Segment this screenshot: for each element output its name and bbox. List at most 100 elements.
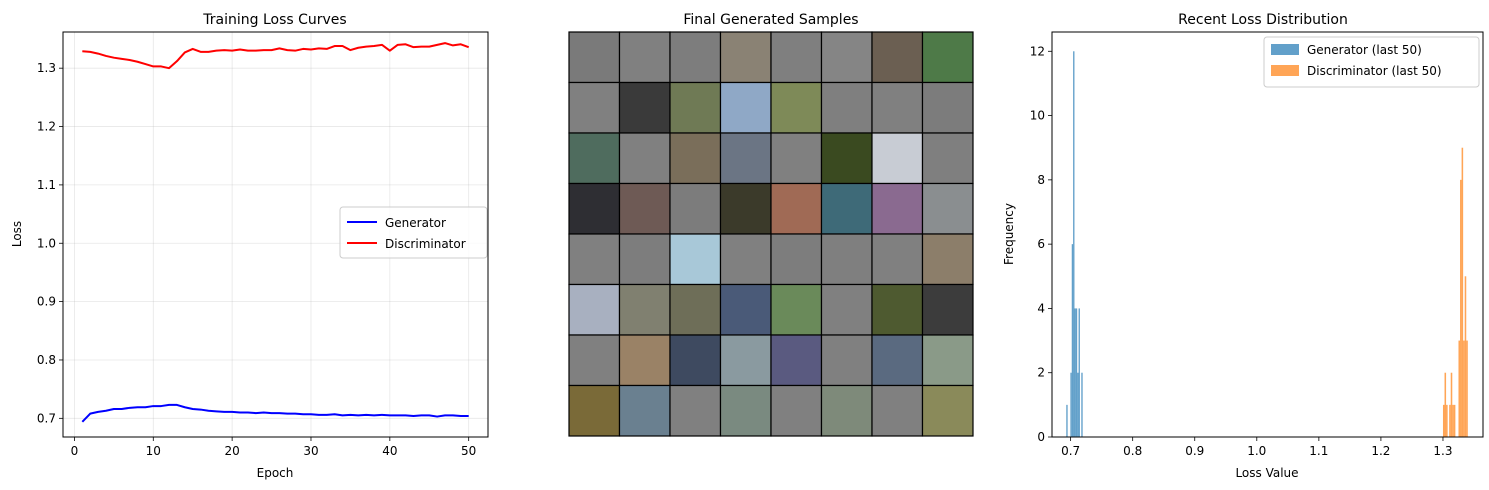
- sample-tile: [820, 233, 873, 286]
- sample-tile: [669, 132, 722, 185]
- sample-tile: [921, 182, 974, 235]
- legend-label-discriminator: Discriminator: [385, 237, 466, 251]
- samples-title: Final Generated Samples: [683, 12, 858, 28]
- sample-tile: [770, 384, 823, 437]
- generator-bar: [1078, 308, 1080, 437]
- y-axis-label: Loss: [10, 221, 24, 247]
- legend-swatch-generator: [1271, 44, 1299, 55]
- sample-tile: [568, 81, 621, 134]
- y-tick-label: 0: [1037, 430, 1045, 444]
- sample-tile: [871, 132, 924, 185]
- y-tick-label: 1.2: [37, 120, 56, 134]
- training-loss-chart: Training Loss Curves 0 10 20 30 40 50 0.7 0.8 0.…: [10, 12, 489, 480]
- y-tick-label: 1.1: [37, 178, 56, 192]
- sample-tile: [719, 334, 772, 387]
- sample-tile: [921, 334, 974, 387]
- discriminator-bar: [1444, 372, 1447, 437]
- discriminator-bar: [1460, 179, 1462, 437]
- x-tick-label: 50: [461, 444, 476, 458]
- x-tick-label: 1.3: [1433, 444, 1452, 458]
- sample-tile: [618, 233, 671, 286]
- y-tick-label: 0.9: [37, 295, 56, 309]
- generator-bar: [1081, 372, 1083, 437]
- x-tick-label: 0.9: [1185, 444, 1204, 458]
- tick-labels: 0 10 20 30 40 50 0.7 0.8 0.9 1.0 1.1 1.2 1.3: [37, 61, 476, 458]
- sample-tile: [568, 233, 621, 286]
- x-tick-label: 1.1: [1309, 444, 1328, 458]
- sample-tile: [871, 182, 924, 235]
- sample-tile: [568, 132, 621, 185]
- sample-grid: [568, 31, 974, 437]
- sample-tile: [770, 182, 823, 235]
- y-tick-label: 2: [1037, 366, 1045, 380]
- sample-tile: [921, 283, 974, 336]
- generator-bar: [1073, 51, 1075, 438]
- sample-tile: [618, 81, 671, 134]
- generator-bar: [1077, 372, 1079, 437]
- sample-tile: [719, 182, 772, 235]
- y-tick-label: 1.3: [37, 61, 56, 75]
- sample-tile: [871, 31, 924, 84]
- plot-frame: [62, 31, 489, 438]
- x-tick-label: 40: [382, 444, 397, 458]
- generator-bar: [1071, 244, 1074, 437]
- sample-tile: [618, 334, 671, 387]
- sample-tile: [770, 81, 823, 134]
- sample-tile: [719, 31, 772, 84]
- legend-label-generator: Generator (last 50): [1307, 43, 1422, 57]
- loss-distribution-chart: Recent Loss Distribution 0.7 0.8 0.9 1.0 1.1…: [1002, 12, 1484, 480]
- discriminator-bar: [1458, 340, 1461, 437]
- sample-tile: [820, 384, 873, 437]
- x-tick-label: 1.2: [1371, 444, 1390, 458]
- sample-tile: [669, 31, 722, 84]
- discriminator-bar: [1453, 404, 1456, 437]
- y-tick-label: 1.0: [37, 236, 56, 250]
- sample-tile: [618, 31, 671, 84]
- discriminator-bar: [1466, 340, 1468, 437]
- sample-tile: [770, 132, 823, 185]
- sample-tile: [770, 334, 823, 387]
- sample-tile: [770, 31, 823, 84]
- sample-tile: [618, 384, 671, 437]
- sample-tile: [618, 182, 671, 235]
- sample-tile: [618, 283, 671, 336]
- sample-tile: [669, 81, 722, 134]
- sample-tile: [820, 182, 873, 235]
- discriminator-bar: [1449, 404, 1451, 437]
- plot-frame: [1051, 31, 1484, 438]
- x-tick-label: 10: [146, 444, 161, 458]
- chart-title: Recent Loss Distribution: [1178, 12, 1348, 28]
- sample-tile: [719, 384, 772, 437]
- x-tick-label: 0.7: [1061, 444, 1080, 458]
- discriminator-bar: [1464, 276, 1467, 437]
- sample-tile: [719, 132, 772, 185]
- legend: Generator Discriminator: [339, 206, 488, 259]
- y-tick-label: 10: [1030, 109, 1045, 123]
- x-tick-label: 30: [303, 444, 318, 458]
- y-tick-label: 6: [1037, 237, 1045, 251]
- sample-tile: [568, 334, 621, 387]
- sample-tile: [921, 132, 974, 185]
- y-tick-label: 8: [1037, 173, 1045, 187]
- sample-tile: [770, 283, 823, 336]
- legend-box: [1263, 36, 1480, 88]
- legend-box: [339, 206, 488, 259]
- legend-label-generator: Generator: [385, 216, 446, 230]
- discriminator-bar: [1463, 340, 1465, 437]
- legend-swatch-discriminator: [1271, 65, 1299, 76]
- sample-tile: [669, 334, 722, 387]
- sample-tile: [719, 283, 772, 336]
- sample-tile: [770, 233, 823, 286]
- series-lines: [81, 42, 470, 423]
- x-tick-label: 1.0: [1247, 444, 1266, 458]
- sample-tile: [669, 182, 722, 235]
- sample-tile: [820, 283, 873, 336]
- histogram-bars: [1066, 51, 1468, 438]
- sample-tile: [820, 132, 873, 185]
- sample-tile: [921, 81, 974, 134]
- x-axis-label: Loss Value: [1235, 466, 1298, 480]
- sample-tile: [871, 384, 924, 437]
- sample-tile: [618, 132, 671, 185]
- sample-tile: [921, 384, 974, 437]
